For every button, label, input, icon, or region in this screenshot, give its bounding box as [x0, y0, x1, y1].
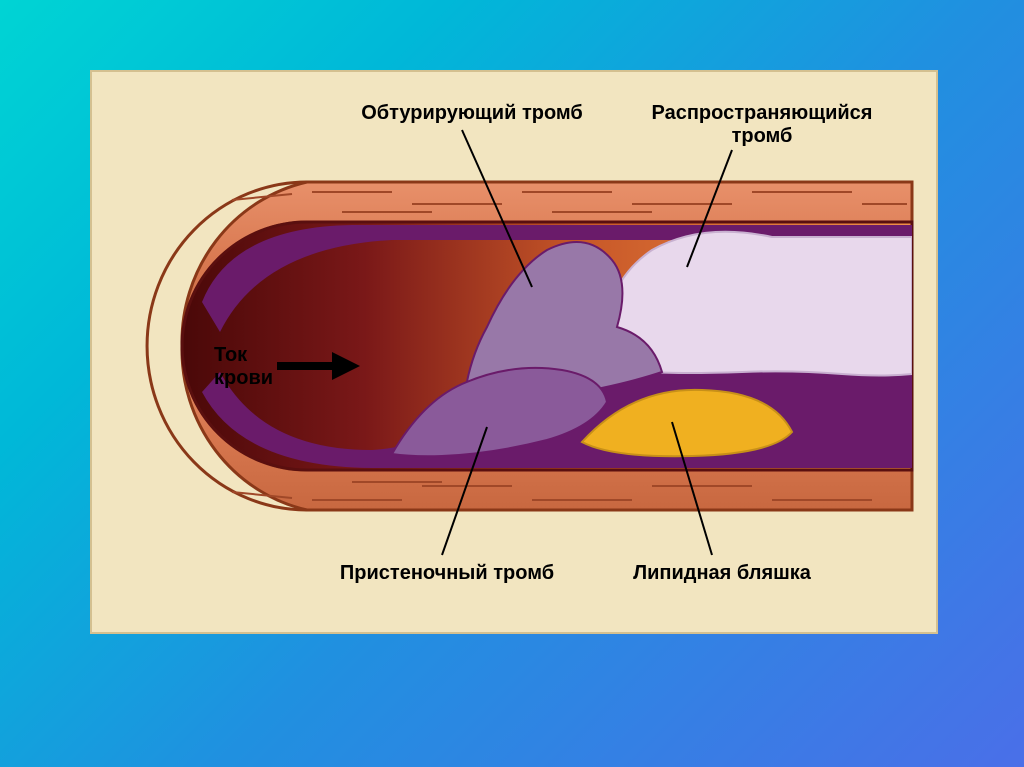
label-lipid-plaque: Липидная бляшка	[612, 562, 832, 585]
label-obturating: Обтурирующий тромб	[342, 102, 602, 125]
label-blood-flow: Токкрови	[214, 344, 274, 390]
label-propagating: Распространяющийсятромб	[612, 102, 912, 148]
label-parietal: Пристеночный тромб	[317, 562, 577, 585]
diagram-card: Токкрови Обтурирующий тромб Распространя…	[90, 70, 938, 634]
